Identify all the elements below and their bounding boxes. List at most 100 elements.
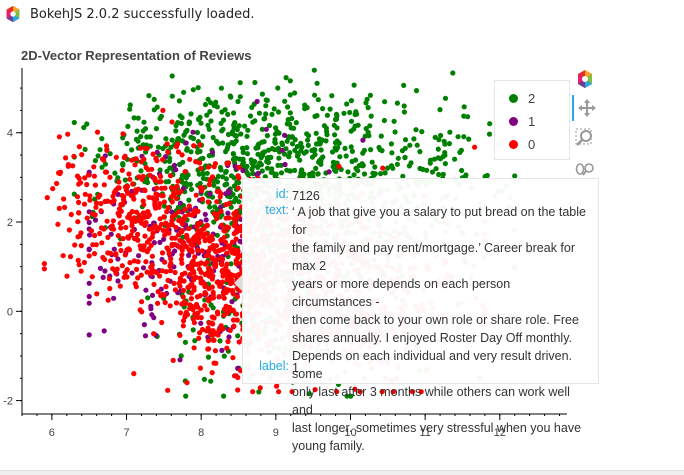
scatter-point-0[interactable]	[91, 164, 97, 170]
scatter-point-0[interactable]	[206, 285, 212, 292]
scatter-point-2[interactable]	[455, 134, 461, 140]
scatter-point-0[interactable]	[66, 227, 72, 233]
scatter-point-1[interactable]	[177, 357, 183, 363]
scatter-point-0[interactable]	[216, 294, 222, 300]
scatter-point-0[interactable]	[172, 287, 178, 293]
scatter-point-0[interactable]	[233, 311, 239, 317]
scatter-point-0[interactable]	[188, 282, 194, 288]
scatter-point-2[interactable]	[295, 152, 301, 158]
scatter-point-2[interactable]	[252, 79, 258, 86]
scatter-point-0[interactable]	[187, 271, 193, 277]
scatter-point-2[interactable]	[314, 80, 320, 86]
scatter-point-0[interactable]	[135, 237, 141, 243]
scatter-point-2[interactable]	[166, 158, 173, 164]
scatter-point-0[interactable]	[230, 307, 236, 313]
scatter-point-2[interactable]	[351, 126, 357, 132]
scatter-point-0[interactable]	[186, 238, 192, 244]
scatter-point-2[interactable]	[442, 95, 449, 101]
scatter-point-0[interactable]	[155, 289, 161, 295]
scatter-point-0[interactable]	[205, 164, 212, 170]
scatter-point-0[interactable]	[120, 131, 126, 137]
scatter-point-1[interactable]	[254, 98, 260, 105]
scatter-point-0[interactable]	[206, 298, 212, 304]
scatter-point-0[interactable]	[132, 281, 138, 287]
scatter-point-1[interactable]	[141, 322, 147, 328]
scatter-point-0[interactable]	[232, 216, 238, 222]
wheel-zoom-tool[interactable]	[572, 156, 598, 182]
scatter-point-2[interactable]	[333, 147, 339, 153]
scatter-point-2[interactable]	[200, 155, 206, 161]
scatter-point-2[interactable]	[244, 170, 250, 176]
scatter-point-0[interactable]	[133, 266, 140, 272]
scatter-point-0[interactable]	[167, 173, 174, 179]
scatter-point-0[interactable]	[119, 192, 125, 199]
scatter-point-0[interactable]	[180, 294, 186, 300]
scatter-point-2[interactable]	[320, 106, 326, 112]
scatter-point-2[interactable]	[379, 148, 385, 154]
scatter-point-2[interactable]	[367, 92, 373, 98]
scatter-point-0[interactable]	[178, 256, 184, 262]
scatter-point-0[interactable]	[175, 149, 182, 155]
scatter-point-0[interactable]	[144, 269, 150, 275]
scatter-point-2[interactable]	[388, 141, 394, 147]
scatter-point-1[interactable]	[218, 204, 224, 210]
scatter-point-0[interactable]	[159, 193, 165, 199]
scatter-point-1[interactable]	[154, 149, 160, 155]
scatter-point-0[interactable]	[221, 227, 227, 234]
scatter-point-0[interactable]	[88, 228, 95, 234]
scatter-point-2[interactable]	[313, 130, 319, 136]
scatter-point-0[interactable]	[183, 300, 189, 306]
scatter-point-2[interactable]	[235, 98, 241, 105]
scatter-point-0[interactable]	[188, 262, 194, 268]
scatter-point-2[interactable]	[160, 145, 166, 152]
scatter-point-2[interactable]	[135, 138, 141, 144]
scatter-point-2[interactable]	[351, 172, 357, 178]
scatter-point-0[interactable]	[219, 222, 225, 228]
scatter-point-0[interactable]	[234, 259, 240, 265]
scatter-point-0[interactable]	[210, 328, 216, 334]
scatter-point-2[interactable]	[378, 171, 384, 177]
scatter-point-2[interactable]	[298, 173, 304, 179]
scatter-point-0[interactable]	[223, 215, 229, 221]
scatter-point-2[interactable]	[437, 107, 443, 113]
scatter-point-2[interactable]	[261, 139, 267, 145]
scatter-point-0[interactable]	[202, 238, 208, 244]
scatter-point-0[interactable]	[140, 198, 146, 204]
scatter-point-2[interactable]	[293, 120, 299, 126]
scatter-point-0[interactable]	[199, 196, 205, 202]
scatter-point-0[interactable]	[163, 284, 169, 290]
scatter-point-2[interactable]	[99, 136, 105, 142]
scatter-point-2[interactable]	[318, 147, 324, 153]
scatter-point-2[interactable]	[417, 165, 423, 172]
scatter-point-2[interactable]	[145, 295, 151, 301]
scatter-point-2[interactable]	[294, 143, 300, 150]
scatter-point-0[interactable]	[204, 307, 210, 313]
scatter-point-2[interactable]	[487, 121, 493, 127]
scatter-point-2[interactable]	[252, 118, 258, 124]
scatter-point-0[interactable]	[214, 199, 220, 205]
scatter-point-2[interactable]	[200, 134, 206, 140]
scatter-point-1[interactable]	[171, 264, 177, 270]
scatter-point-0[interactable]	[57, 170, 63, 177]
scatter-point-1[interactable]	[263, 126, 269, 132]
scatter-point-2[interactable]	[272, 139, 278, 145]
scatter-point-0[interactable]	[126, 171, 132, 177]
scatter-point-0[interactable]	[217, 194, 223, 200]
scatter-point-2[interactable]	[195, 149, 201, 155]
scatter-point-0[interactable]	[195, 221, 201, 227]
scatter-point-0[interactable]	[197, 142, 203, 148]
scatter-point-0[interactable]	[143, 220, 149, 226]
scatter-point-0[interactable]	[210, 273, 216, 279]
scatter-point-2[interactable]	[311, 146, 317, 153]
scatter-point-0[interactable]	[223, 202, 229, 208]
scatter-point-0[interactable]	[129, 209, 135, 215]
scatter-point-2[interactable]	[124, 140, 130, 147]
scatter-point-2[interactable]	[408, 160, 414, 166]
scatter-point-0[interactable]	[250, 389, 256, 395]
scatter-point-0[interactable]	[191, 345, 197, 351]
scatter-point-0[interactable]	[54, 180, 60, 187]
scatter-point-2[interactable]	[442, 161, 448, 167]
scatter-point-2[interactable]	[348, 393, 354, 399]
scatter-point-2[interactable]	[343, 153, 349, 159]
scatter-point-0[interactable]	[101, 226, 107, 232]
